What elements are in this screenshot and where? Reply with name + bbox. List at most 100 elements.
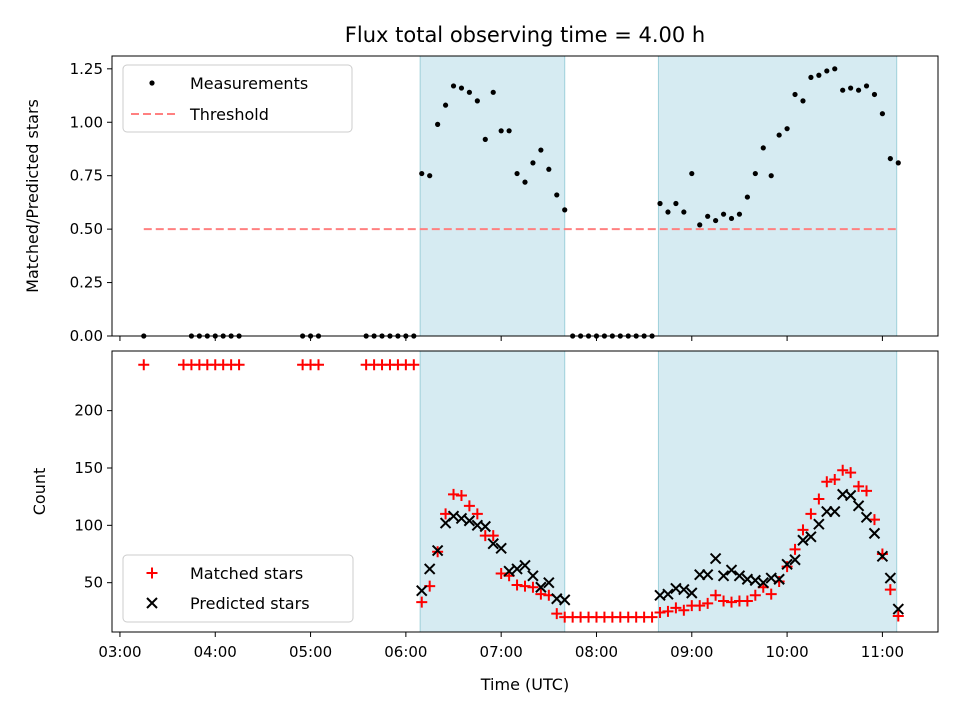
measurement-point bbox=[673, 200, 679, 207]
legend-measurements-marker bbox=[149, 80, 155, 86]
measurement-point bbox=[427, 173, 433, 179]
matched-star-point bbox=[511, 579, 523, 591]
top-y-tick-label: 0.00 bbox=[70, 327, 103, 345]
matched-star-point bbox=[670, 602, 682, 614]
x-tick-label: 06:00 bbox=[384, 643, 427, 661]
measurement-point bbox=[744, 194, 750, 200]
predicted-star-point bbox=[487, 537, 499, 550]
predicted-star-point bbox=[662, 588, 674, 600]
legend-matched-stars-label: Matched stars bbox=[190, 564, 303, 583]
measurement-point bbox=[768, 173, 774, 179]
matched-star-point bbox=[527, 581, 539, 593]
measurement-point bbox=[705, 213, 711, 219]
measurement-point bbox=[895, 160, 901, 166]
predicted-star-point bbox=[844, 489, 857, 502]
matched-star-point bbox=[765, 588, 777, 600]
measurement-point bbox=[657, 200, 663, 207]
matched-star-point bbox=[678, 604, 690, 616]
matched-star-point bbox=[853, 480, 865, 492]
measurement-point bbox=[840, 87, 846, 93]
predicted-star-point bbox=[892, 603, 904, 615]
predicted-star-point bbox=[884, 572, 897, 584]
bottom-points-layer bbox=[138, 359, 904, 623]
predicted-star-point bbox=[773, 573, 785, 585]
top-plot-frame bbox=[111, 55, 939, 337]
measurement-point bbox=[419, 170, 425, 177]
predicted-star-point bbox=[678, 583, 690, 596]
measurement-point bbox=[832, 66, 838, 72]
matched-star-point bbox=[487, 530, 499, 542]
measurement-point bbox=[887, 155, 893, 162]
matched-star-point bbox=[440, 508, 452, 520]
measurement-point bbox=[546, 166, 552, 172]
top-panel: 0.00 0.25 0.50 0.75 1.00 1.25 Measurements Thr… bbox=[23, 23, 939, 345]
measurement-point bbox=[760, 145, 766, 151]
legend-measurements-label: Measurements bbox=[190, 74, 308, 93]
matched-star-point bbox=[821, 476, 833, 488]
predicted-star-point bbox=[805, 531, 817, 543]
predicted-star-point bbox=[479, 520, 491, 533]
matched-star-point bbox=[829, 473, 841, 485]
measurement-point bbox=[776, 132, 782, 138]
bottom-legend-box bbox=[122, 554, 354, 623]
x-tick-label: 03:00 bbox=[98, 643, 141, 661]
matched-star-point bbox=[813, 493, 825, 505]
bottom-y-axis-label: Count bbox=[30, 468, 49, 516]
predicted-star-point bbox=[431, 544, 444, 557]
measurement-point bbox=[808, 74, 814, 80]
bottom-y-tick-label: 200 bbox=[74, 402, 103, 420]
predicted-star-point bbox=[717, 570, 730, 582]
measurement-point bbox=[474, 98, 480, 104]
predicted-star-point bbox=[829, 505, 841, 518]
measurement-point bbox=[490, 89, 496, 95]
measurement-point bbox=[792, 91, 798, 98]
predicted-star-point bbox=[789, 554, 801, 566]
predicted-star-point bbox=[813, 518, 825, 530]
matched-star-point bbox=[646, 611, 658, 623]
measurement-point bbox=[506, 128, 512, 134]
matched-star-point bbox=[837, 464, 849, 476]
matched-star-point bbox=[868, 514, 880, 526]
predicted-star-point bbox=[543, 576, 555, 589]
matched-star-point bbox=[726, 596, 737, 608]
matched-star-point bbox=[519, 580, 531, 592]
x-tick-label: 09:00 bbox=[670, 643, 713, 661]
measurement-point bbox=[435, 121, 441, 127]
top-shaded-interval-2 bbox=[657, 55, 898, 337]
bottom-x-ticks: 03:00 04:00 05:00 06:00 07:00 08:00 09:00 10:00… bbox=[98, 632, 904, 661]
predicted-star-point bbox=[511, 563, 523, 575]
matched-star-point bbox=[892, 610, 904, 622]
top-shaded-interval-1 bbox=[419, 55, 566, 337]
measurement-point bbox=[442, 102, 449, 108]
predicted-star-point bbox=[503, 565, 515, 577]
matched-star-point bbox=[702, 597, 714, 609]
predicted-star-point bbox=[447, 510, 460, 522]
measurement-point bbox=[871, 91, 878, 98]
matched-star-point bbox=[535, 588, 547, 600]
matched-star-point bbox=[789, 543, 801, 555]
measurement-point bbox=[665, 209, 671, 215]
x-axis-label: Time (UTC) bbox=[480, 675, 569, 694]
bottom-y-tick-label: 100 bbox=[74, 516, 103, 534]
measurement-point bbox=[689, 170, 695, 177]
x-tick-label: 10:00 bbox=[765, 643, 808, 661]
bottom-y-ticks: 50 100 150 200 bbox=[74, 402, 112, 592]
legend-predicted-stars-marker bbox=[146, 597, 158, 609]
matched-star-point bbox=[805, 508, 817, 520]
bottom-panel: 03:00 04:00 05:00 06:00 07:00 08:00 09:00 10:00… bbox=[30, 350, 939, 694]
predicted-star-point bbox=[535, 581, 547, 593]
matched-star-point bbox=[861, 485, 873, 497]
predicted-star-point bbox=[725, 564, 738, 576]
matched-star-point bbox=[741, 595, 753, 607]
matched-star-point bbox=[416, 596, 428, 608]
bottom-shaded-interval-2 bbox=[657, 350, 898, 633]
predicted-star-point bbox=[860, 511, 873, 524]
measurement-point bbox=[848, 85, 854, 91]
predicted-star-point bbox=[686, 587, 698, 599]
predicted-star-point bbox=[519, 559, 531, 572]
matched-star-point bbox=[845, 467, 857, 479]
measurement-point bbox=[728, 215, 735, 222]
predicted-star-point bbox=[559, 594, 571, 606]
matched-star-point bbox=[455, 490, 467, 502]
